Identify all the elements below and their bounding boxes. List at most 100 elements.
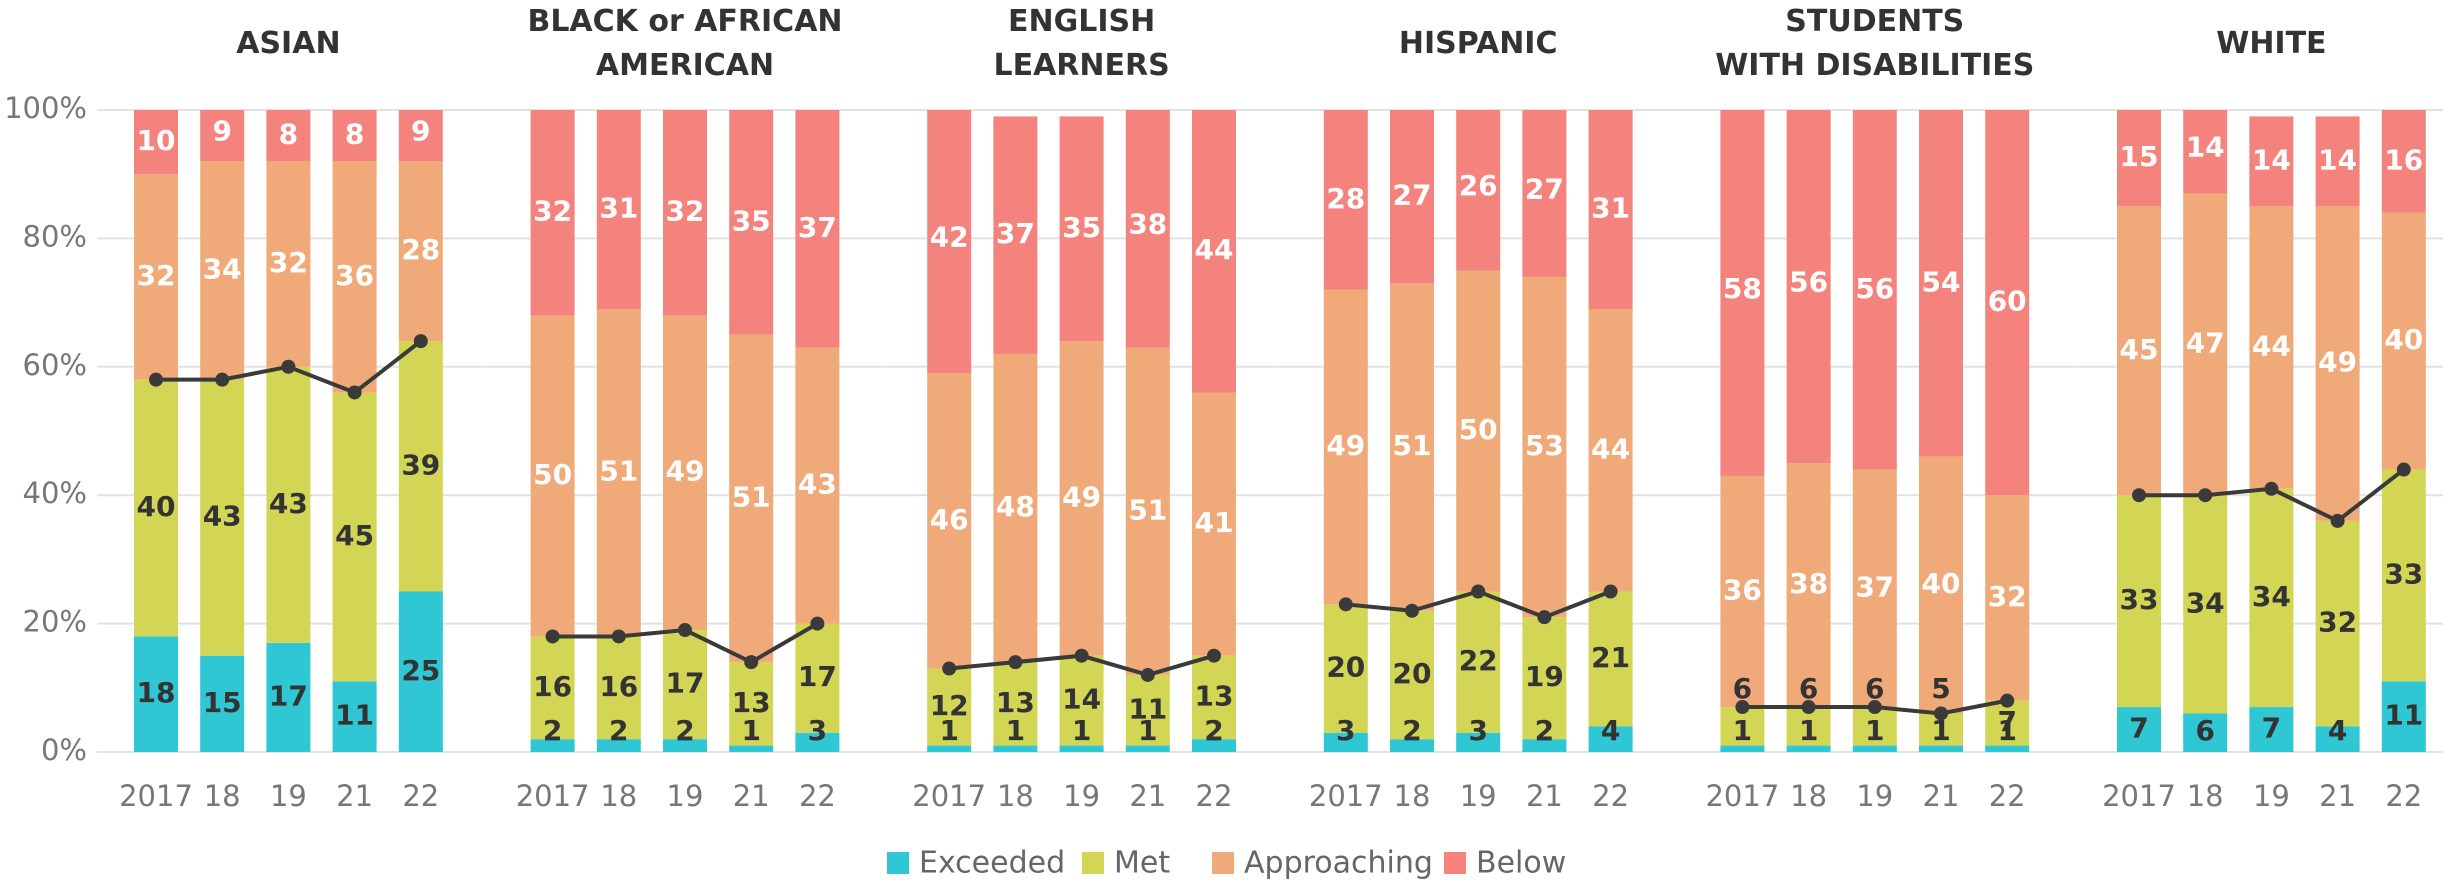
bar-segment — [332, 110, 377, 162]
y-tick-label: 0% — [41, 733, 87, 767]
value-label: 31 — [1591, 192, 1630, 225]
x-tick-label: 21 — [733, 779, 770, 813]
bar-segment — [993, 353, 1038, 663]
legend-label: Approaching — [1244, 846, 1433, 881]
x-tick-label: 19 — [2253, 779, 2290, 813]
bar-segment — [596, 636, 641, 740]
bar-segment — [1919, 110, 1963, 457]
y-tick-label: 40% — [23, 476, 87, 510]
x-tick-label: 18 — [1790, 779, 1827, 813]
value-label: 18 — [137, 676, 176, 709]
legend-swatch — [1212, 852, 1234, 874]
bar-segment — [2183, 110, 2228, 194]
bar-segment — [1852, 469, 1897, 708]
value-label: 11 — [2384, 699, 2423, 732]
bar-segment — [1125, 110, 1170, 348]
value-label: 42 — [930, 220, 969, 253]
bar-segment — [1588, 309, 1633, 592]
value-label: 1 — [1072, 714, 1091, 747]
value-label: 2 — [543, 714, 562, 747]
value-label: 6 — [1799, 672, 1818, 705]
bar-segment — [2183, 495, 2228, 714]
proficiency-point — [2330, 513, 2345, 528]
bar-segment — [1059, 341, 1104, 656]
value-label: 40 — [137, 490, 176, 523]
bar-segment — [1456, 110, 1501, 271]
bar-segment — [1456, 732, 1501, 752]
value-label: 40 — [1922, 567, 1961, 600]
bar-segment — [1390, 283, 1434, 611]
bar-segment — [1985, 700, 2030, 746]
value-label: 21 — [1591, 641, 1630, 674]
x-tick-label: 19 — [270, 779, 307, 813]
value-label: 3 — [808, 714, 827, 747]
legend-label: Exceeded — [919, 846, 1065, 881]
bar-segment — [1323, 732, 1368, 752]
value-label: 48 — [996, 490, 1035, 523]
bar-segment — [1059, 655, 1104, 746]
bar-segment — [2315, 520, 2360, 727]
bar-segment — [1323, 289, 1368, 605]
bar-segment — [1456, 270, 1501, 592]
value-label: 19 — [1525, 660, 1564, 693]
value-label: 34 — [2186, 586, 2225, 619]
bar-segment — [1720, 475, 1765, 708]
bar-segment — [663, 630, 707, 740]
x-tick-label: 2017 — [912, 779, 986, 813]
bar-segment — [134, 379, 178, 637]
proficiency-point — [1934, 706, 1948, 721]
value-label: 38 — [1789, 567, 1828, 600]
bar-segment — [2117, 495, 2161, 708]
x-tick-label: 22 — [1196, 779, 1233, 813]
bar-segment — [2249, 206, 2294, 489]
proficiency-point — [942, 661, 957, 676]
value-label: 51 — [599, 455, 638, 488]
bar-segment — [530, 636, 575, 740]
value-label: 43 — [798, 468, 837, 501]
value-label: 32 — [137, 259, 176, 292]
value-label: 2 — [609, 714, 628, 747]
value-label: 1 — [1931, 714, 1950, 747]
bar-segment — [1522, 276, 1567, 618]
bar-segment — [1985, 110, 2030, 496]
value-label: 31 — [599, 192, 638, 225]
proficiency-point — [1074, 648, 1089, 663]
proficiency-point — [1867, 700, 1882, 715]
x-tick-label: 19 — [1856, 779, 1893, 813]
value-label: 28 — [401, 233, 440, 266]
value-label: 20 — [1393, 657, 1432, 690]
panel-title: BLACK or AFRICAN AMERICAN — [527, 4, 842, 83]
proficiency-point — [149, 372, 163, 387]
bar-segment — [134, 636, 178, 752]
value-label: 36 — [1723, 574, 1762, 607]
value-label: 6 — [1865, 672, 1884, 705]
bar-segment — [2249, 488, 2294, 708]
bar-segment — [398, 591, 443, 752]
value-label: 8 — [279, 118, 298, 151]
x-tick-label: 19 — [667, 779, 704, 813]
bar-segment — [596, 309, 641, 637]
value-label: 27 — [1525, 172, 1564, 205]
value-label: 5 — [1931, 672, 1950, 705]
bar-segment — [1919, 456, 1963, 714]
x-tick-label: 21 — [1923, 779, 1960, 813]
bar-segment — [2381, 681, 2426, 752]
bar-segment — [729, 662, 774, 746]
x-tick-label: 2017 — [1309, 779, 1383, 813]
bar-segment — [2381, 469, 2426, 682]
bar-segment — [1390, 110, 1434, 284]
value-label: 46 — [930, 503, 969, 536]
value-label: 25 — [401, 654, 440, 687]
x-tick-label: 22 — [402, 779, 439, 813]
value-label: 45 — [2120, 333, 2159, 366]
bar-segment — [663, 739, 707, 752]
proficiency-point — [2132, 488, 2146, 503]
bar-segment — [1720, 110, 1765, 476]
x-tick-label: 18 — [1394, 779, 1431, 813]
bar-segment — [1125, 347, 1170, 675]
value-label: 12 — [930, 689, 969, 722]
value-label: 41 — [1195, 506, 1234, 539]
value-label: 49 — [1062, 480, 1101, 513]
bar-segment — [332, 681, 377, 752]
value-label: 11 — [1128, 692, 1167, 725]
